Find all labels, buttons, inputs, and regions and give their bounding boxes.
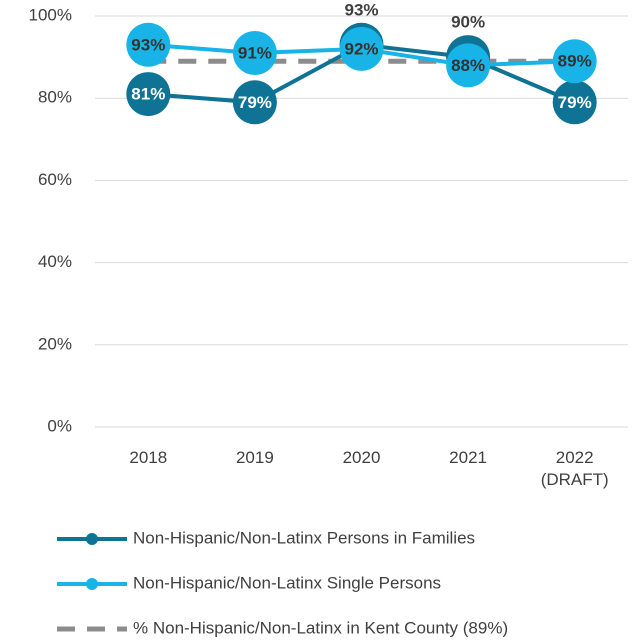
data-label: 79% bbox=[558, 93, 592, 112]
data-label: 92% bbox=[344, 39, 378, 58]
data-label: 81% bbox=[131, 85, 165, 104]
marker bbox=[552, 39, 597, 84]
data-label: 93% bbox=[344, 0, 378, 19]
legend-marker bbox=[86, 533, 98, 545]
data-label: 79% bbox=[238, 93, 272, 112]
marker bbox=[126, 72, 171, 117]
marker bbox=[446, 43, 491, 88]
y-tick-label: 100% bbox=[29, 5, 72, 24]
marker bbox=[339, 26, 384, 71]
data-label: 89% bbox=[558, 52, 592, 71]
marker bbox=[126, 22, 171, 67]
x-tick-label: 2018 bbox=[129, 448, 168, 467]
legend-label: Non-Hispanic/Non-Latinx Persons in Famil… bbox=[133, 528, 475, 547]
data-label: 93% bbox=[131, 35, 165, 54]
data-label: 90% bbox=[451, 13, 485, 32]
y-tick-label: 40% bbox=[38, 252, 72, 271]
legend-label: Non-Hispanic/Non-Latinx Single Persons bbox=[133, 573, 441, 592]
y-tick-label: 0% bbox=[47, 416, 72, 435]
x-tick-label: 2019 bbox=[235, 448, 274, 467]
x-tick-label: 2020 bbox=[342, 448, 381, 467]
data-label: 88% bbox=[451, 56, 485, 75]
y-tick-label: 20% bbox=[38, 334, 72, 353]
marker bbox=[232, 30, 277, 75]
marker bbox=[232, 80, 277, 125]
legend-label: % Non-Hispanic/Non-Latinx in Kent County… bbox=[133, 618, 508, 637]
data-label: 91% bbox=[238, 43, 272, 62]
legend-marker bbox=[86, 578, 98, 590]
y-tick-label: 60% bbox=[38, 170, 72, 189]
x-tick-label: 2022 (DRAFT) bbox=[540, 448, 609, 489]
y-tick-label: 80% bbox=[38, 88, 72, 107]
x-tick-label: 2021 bbox=[449, 448, 487, 467]
marker bbox=[552, 80, 597, 125]
